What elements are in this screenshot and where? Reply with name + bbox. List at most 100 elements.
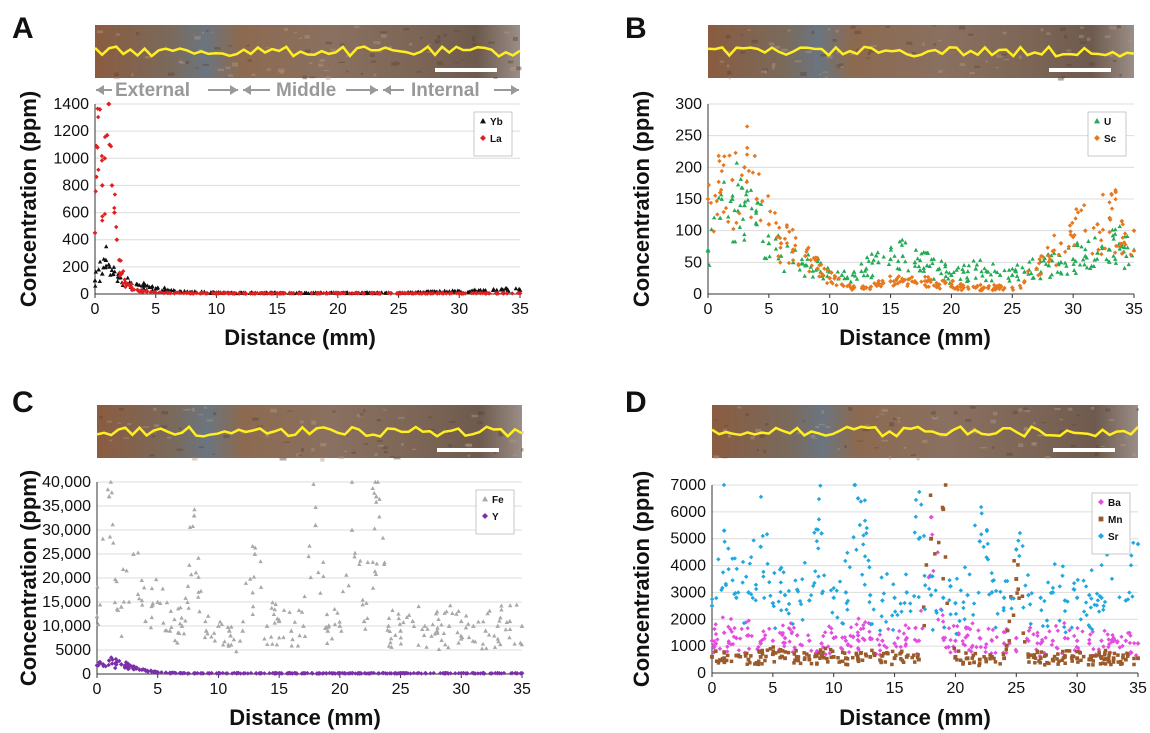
data-point <box>281 290 287 296</box>
data-point <box>1086 592 1092 598</box>
data-point <box>725 219 731 224</box>
data-point <box>783 656 787 661</box>
data-point <box>1059 651 1065 656</box>
data-point <box>1122 231 1128 236</box>
data-point <box>783 650 788 654</box>
image-texture <box>1000 53 1007 56</box>
data-point <box>513 286 519 291</box>
data-point <box>708 200 714 206</box>
image-texture <box>390 456 394 458</box>
scale-bar <box>1049 68 1111 72</box>
data-point <box>112 665 118 671</box>
image-texture <box>1080 41 1087 44</box>
data-point <box>928 514 934 520</box>
data-point <box>135 550 141 555</box>
data-point <box>980 273 985 278</box>
data-point <box>917 489 922 495</box>
data-point <box>883 619 889 625</box>
data-point <box>229 624 234 629</box>
panel-label: D <box>625 386 647 419</box>
y-tick-label: 0 <box>697 665 706 682</box>
data-point <box>1128 633 1133 638</box>
data-point <box>1040 639 1045 644</box>
image-texture <box>427 43 432 46</box>
image-texture <box>996 54 1003 58</box>
data-point <box>373 494 379 499</box>
data-point <box>486 632 492 637</box>
data-point <box>111 264 117 269</box>
image-texture <box>811 30 815 35</box>
data-point <box>396 290 401 296</box>
data-point <box>1095 221 1100 227</box>
data-point <box>358 558 363 563</box>
image-texture <box>1128 39 1132 42</box>
data-point <box>808 593 814 598</box>
data-point <box>895 635 901 641</box>
data-point <box>1068 232 1073 237</box>
data-point <box>1060 564 1066 569</box>
image-texture <box>916 457 920 461</box>
data-point <box>1032 653 1037 657</box>
data-point <box>482 671 487 676</box>
image-texture <box>815 425 820 429</box>
data-point <box>818 648 823 652</box>
data-point <box>810 274 816 279</box>
data-point <box>989 278 994 283</box>
data-point <box>478 671 483 676</box>
data-point <box>107 534 113 539</box>
data-point <box>337 623 343 628</box>
data-point <box>716 661 721 665</box>
data-point <box>308 575 313 580</box>
data-point <box>1006 267 1012 272</box>
data-point <box>421 633 427 637</box>
data-point <box>487 291 492 296</box>
data-point <box>707 262 712 267</box>
data-point <box>103 244 109 249</box>
data-point <box>439 638 444 643</box>
data-point <box>819 641 824 646</box>
data-point <box>480 670 485 676</box>
data-point <box>911 653 916 658</box>
data-point <box>764 654 768 659</box>
data-point <box>844 662 848 667</box>
image-texture <box>115 33 121 36</box>
data-point <box>952 286 957 291</box>
image-texture <box>296 453 300 457</box>
x-tick-label: 5 <box>151 301 160 318</box>
data-point <box>768 647 773 651</box>
data-point <box>850 272 855 277</box>
data-point <box>1014 273 1020 278</box>
image-texture <box>750 436 755 440</box>
data-point <box>1026 654 1031 659</box>
y-tick-label: 200 <box>675 159 702 176</box>
data-point <box>205 631 210 636</box>
data-point <box>161 620 166 625</box>
data-point <box>1056 652 1060 656</box>
data-point <box>1025 572 1031 578</box>
data-point <box>313 505 318 510</box>
data-point <box>722 656 727 661</box>
image-texture <box>972 427 977 429</box>
data-point <box>100 662 106 667</box>
data-point <box>709 603 715 609</box>
data-point <box>1128 563 1134 568</box>
data-point <box>386 623 391 628</box>
data-point <box>993 660 998 664</box>
data-point <box>984 657 988 661</box>
data-point <box>1027 602 1033 607</box>
data-point <box>211 630 217 635</box>
data-point <box>951 623 956 629</box>
data-point <box>953 654 958 659</box>
y-tick-label: 0 <box>693 286 702 303</box>
image-texture <box>330 48 336 51</box>
data-point <box>987 592 992 597</box>
data-point <box>719 168 725 174</box>
data-point <box>223 290 228 296</box>
data-point <box>870 260 875 265</box>
data-point <box>799 257 805 262</box>
data-point <box>818 656 822 660</box>
data-point <box>1013 635 1019 641</box>
data-point <box>714 659 719 663</box>
image-texture <box>800 72 807 77</box>
data-point <box>728 627 733 632</box>
